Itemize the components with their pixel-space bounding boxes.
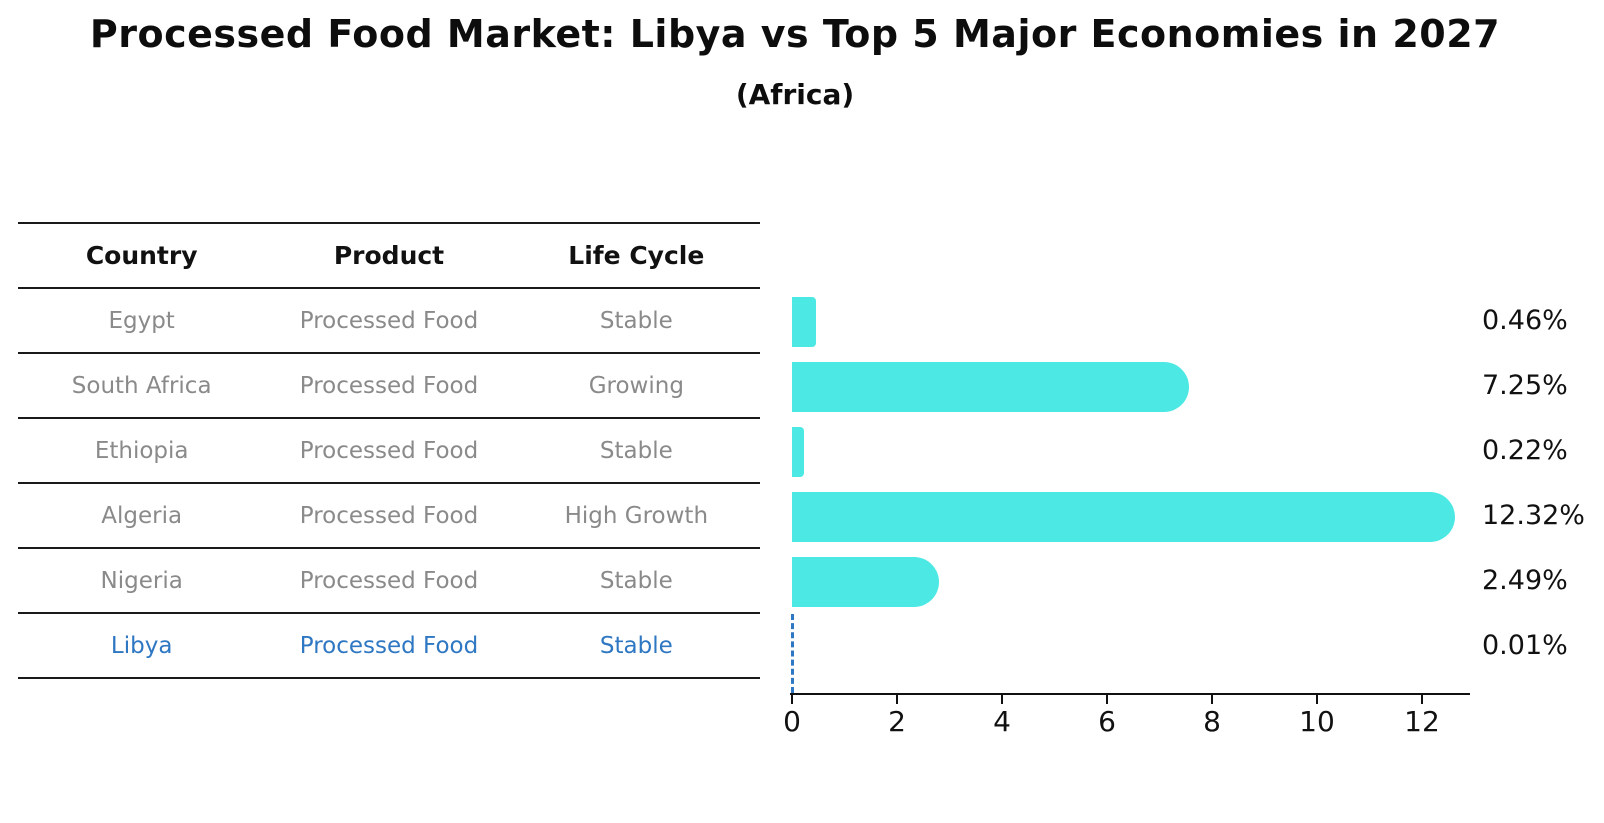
value-label-south-africa: 7.25% — [1482, 370, 1568, 401]
table-row-libya: Libya Processed Food Stable — [18, 614, 760, 679]
value-label-libya: 0.01% — [1482, 630, 1568, 661]
cell-life-cycle: High Growth — [564, 502, 709, 529]
x-tick-label-10: 10 — [1299, 705, 1335, 738]
x-axis-line — [790, 693, 1470, 695]
cell-country: Nigeria — [100, 567, 183, 594]
x-tick-mark-2 — [896, 695, 898, 704]
value-label-nigeria: 2.49% — [1482, 565, 1568, 596]
x-tick-label-6: 6 — [1098, 705, 1116, 738]
bar-ethiopia — [792, 427, 804, 477]
value-label-algeria: 12.32% — [1482, 500, 1585, 531]
data-table: Country Product Life Cycle Egypt Processe… — [18, 222, 760, 679]
value-label-egypt: 0.46% — [1482, 305, 1568, 336]
cell-country: Egypt — [108, 307, 175, 334]
x-tick-label-4: 4 — [993, 705, 1011, 738]
cell-life-cycle: Stable — [599, 567, 673, 594]
table-body: Egypt Processed Food Stable South Africa Pro… — [18, 289, 760, 679]
x-tick-label-0: 0 — [783, 705, 801, 738]
bar-south-africa — [792, 362, 1189, 412]
cell-country: Ethiopia — [94, 437, 189, 464]
cell-product: Processed Food — [299, 372, 479, 399]
cell-product: Processed Food — [299, 437, 479, 464]
bar-libya-dashed-marker — [791, 614, 794, 693]
chart-subtitle: (Africa) — [735, 78, 855, 111]
cell-life-cycle: Stable — [599, 307, 673, 334]
x-tick-label-8: 8 — [1203, 705, 1221, 738]
cell-life-cycle: Stable — [599, 437, 673, 464]
cell-country: Algeria — [101, 502, 183, 529]
x-tick-mark-6 — [1106, 695, 1108, 704]
bar-egypt — [792, 297, 817, 347]
x-tick-label-2: 2 — [888, 705, 906, 738]
column-header-product: Product — [333, 241, 445, 270]
table-header-row: Country Product Life Cycle — [18, 222, 760, 289]
cell-product: Processed Food — [299, 502, 479, 529]
x-tick-mark-12 — [1421, 695, 1423, 704]
column-header-lifecycle: Life Cycle — [568, 241, 705, 270]
value-label-ethiopia: 0.22% — [1482, 435, 1568, 466]
cell-product: Processed Food — [299, 632, 479, 659]
bar-algeria — [792, 492, 1455, 542]
table-row-ethiopia: Ethiopia Processed Food Stable — [18, 419, 760, 484]
cell-life-cycle: Growing — [588, 372, 684, 399]
cell-country: South Africa — [71, 372, 212, 399]
cell-product: Processed Food — [299, 567, 479, 594]
table-row-south-africa: South Africa Processed Food Growing — [18, 354, 760, 419]
x-tick-mark-10 — [1316, 695, 1318, 704]
bar-nigeria — [792, 557, 939, 607]
table-row-algeria: Algeria Processed Food High Growth — [18, 484, 760, 549]
table-row-nigeria: Nigeria Processed Food Stable — [18, 549, 760, 614]
x-tick-mark-4 — [1001, 695, 1003, 704]
table-row-egypt: Egypt Processed Food Stable — [18, 289, 760, 354]
cell-product: Processed Food — [299, 307, 479, 334]
x-tick-mark-8 — [1211, 695, 1213, 704]
cell-country: Libya — [110, 632, 173, 659]
x-tick-mark-0 — [791, 695, 793, 704]
cell-life-cycle: Stable — [599, 632, 673, 659]
column-header-country: Country — [85, 241, 198, 270]
x-tick-label-12: 12 — [1404, 705, 1440, 738]
chart-title: Processed Food Market: Libya vs Top 5 Ma… — [89, 12, 1501, 56]
